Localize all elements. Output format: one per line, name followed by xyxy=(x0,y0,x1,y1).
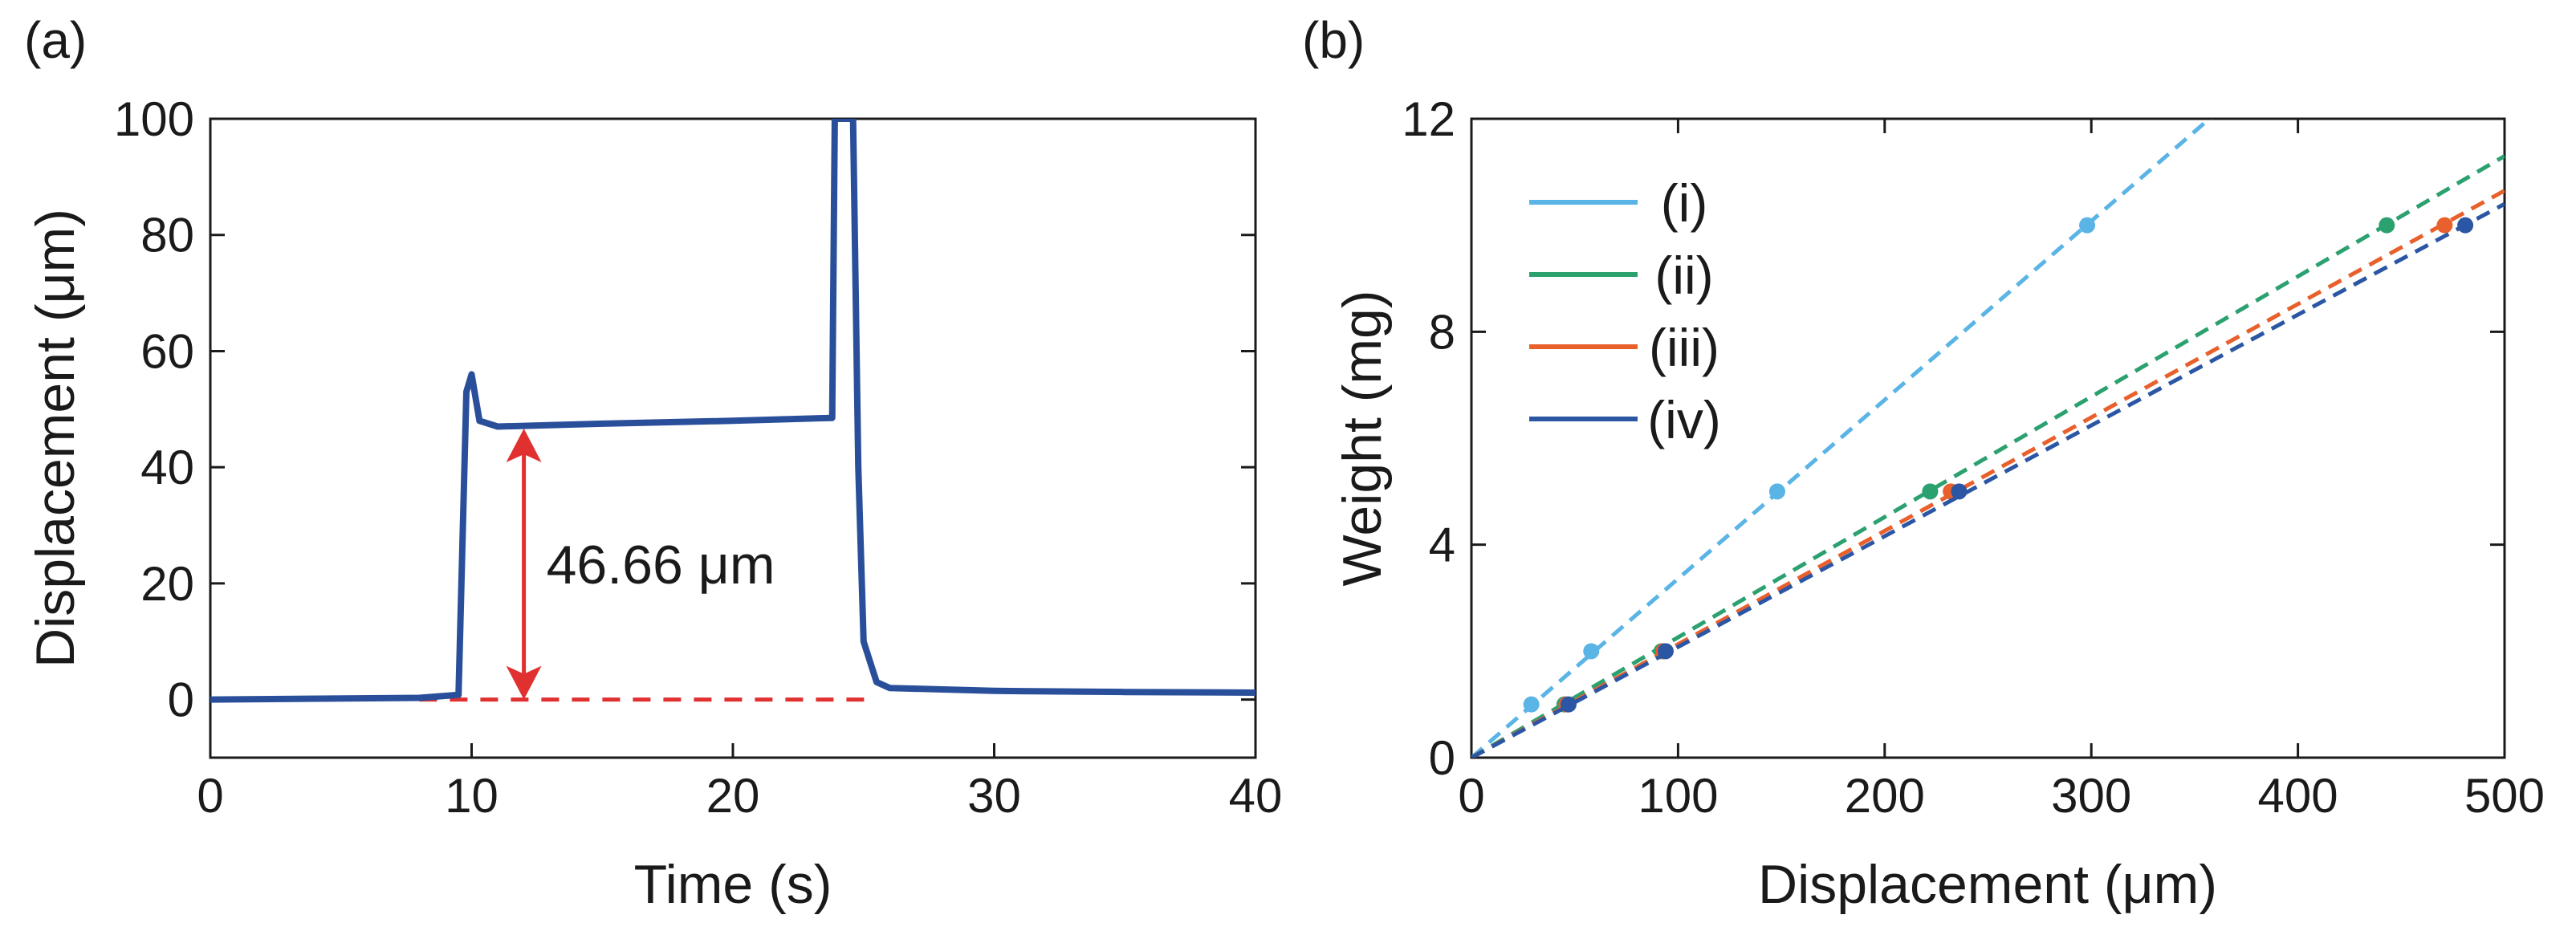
panel-a-arrow-head-bottom xyxy=(506,665,542,700)
panel-b-data xyxy=(1471,119,2505,758)
panel-b-x-tick-label: 300 xyxy=(2051,769,2131,823)
panel-b-plot-frame xyxy=(1470,117,2506,759)
panel-a-x-tick-label: 0 xyxy=(197,769,223,823)
panel-b-y-axis-title: Weight (mg) xyxy=(1332,290,1393,586)
panel-a-label: (a) xyxy=(24,11,87,69)
panel-b-legend: (i) (ii) (iii) (iv) xyxy=(1529,173,1721,449)
panel-b-point-series-4 xyxy=(1657,643,1674,660)
panel-a-x-tick-label: 40 xyxy=(1229,769,1283,823)
panel-b-x-tick-label: 500 xyxy=(2464,769,2545,823)
panel-a-y-tick-label: 100 xyxy=(114,92,194,146)
panel-a-plot-frame xyxy=(209,117,1257,759)
panel-b-x-axis-title: Displacement (μm) xyxy=(1758,854,2217,915)
panel-b-x-ticks: 0 100 200 300 400 500 xyxy=(1458,119,2545,823)
panel-b-point-series-1 xyxy=(1523,696,1540,713)
panel-b-point-series-1 xyxy=(1583,643,1600,660)
panel-b-point-series-1 xyxy=(1768,483,1785,500)
panel-b-fit-line-1 xyxy=(1471,119,2213,758)
panel-a-x-tick-label: 20 xyxy=(706,769,760,823)
panel-b-point-series-2 xyxy=(1922,483,1939,500)
panel-b-point-series-3 xyxy=(2436,217,2453,234)
panel-a-x-tick-label: 30 xyxy=(967,769,1021,823)
panel-b-legend-label: (i) xyxy=(1661,173,1708,233)
panel-b-x-tick-label: 0 xyxy=(1458,769,1484,823)
panel-a-y-tick-label: 0 xyxy=(168,673,194,727)
panel-b-y-tick-label: 8 xyxy=(1429,305,1455,359)
panel-b-x-tick-label: 200 xyxy=(1845,769,1925,823)
panel-b-y-tick-label: 12 xyxy=(1402,92,1455,146)
panel-a-data: 46.66 μm xyxy=(210,119,1255,703)
panel-b-legend-label: (iv) xyxy=(1647,390,1721,449)
panel-a-y-tick-label: 20 xyxy=(140,557,194,611)
panel-b-legend-label: (ii) xyxy=(1654,246,1713,305)
panel-b-y-tick-label: 0 xyxy=(1429,731,1455,785)
panel-b-x-tick-label: 100 xyxy=(1638,769,1718,823)
panel-b-point-series-4 xyxy=(2457,217,2474,234)
panel-a-arrow-head-top xyxy=(506,428,542,462)
panel-a-displacement-line xyxy=(210,119,1255,703)
panel-b-point-series-4 xyxy=(1560,696,1577,713)
panel-a-x-ticks: 0 10 20 30 40 xyxy=(197,743,1282,823)
panel-a-y-axis-title: Displacement (μm) xyxy=(25,209,86,668)
panel-b-fit-line-4 xyxy=(1471,201,2505,758)
panel-b-point-series-1 xyxy=(2079,217,2096,234)
panel-a-y-tick-label: 40 xyxy=(140,441,194,494)
panel-a-annotation-label: 46.66 μm xyxy=(547,535,775,596)
panel-a-y-tick-label: 80 xyxy=(140,209,194,262)
panel-b-fit-line-2 xyxy=(1471,154,2505,758)
panel-a-y-ticks: 0 20 40 60 80 100 xyxy=(114,92,1255,727)
panel-b-point-series-4 xyxy=(1951,483,1968,500)
panel-b-point-series-2 xyxy=(2379,217,2395,234)
panel-a-y-tick-label: 60 xyxy=(140,324,194,378)
panel-a: (a) 0 10 20 30 40 0 20 40 60 80 100 46.66 μm Time… xyxy=(24,11,1282,915)
panel-a-x-tick-label: 10 xyxy=(445,769,499,823)
panel-b-legend-label: (iii) xyxy=(1649,318,1719,377)
panel-b-label: (b) xyxy=(1302,11,1365,69)
panel-b-y-ticks: 0 4 8 12 xyxy=(1402,92,2505,785)
panel-a-x-axis-title: Time (s) xyxy=(634,854,832,915)
panel-b-x-tick-label: 400 xyxy=(2258,769,2338,823)
panel-b-y-tick-label: 4 xyxy=(1429,518,1455,572)
